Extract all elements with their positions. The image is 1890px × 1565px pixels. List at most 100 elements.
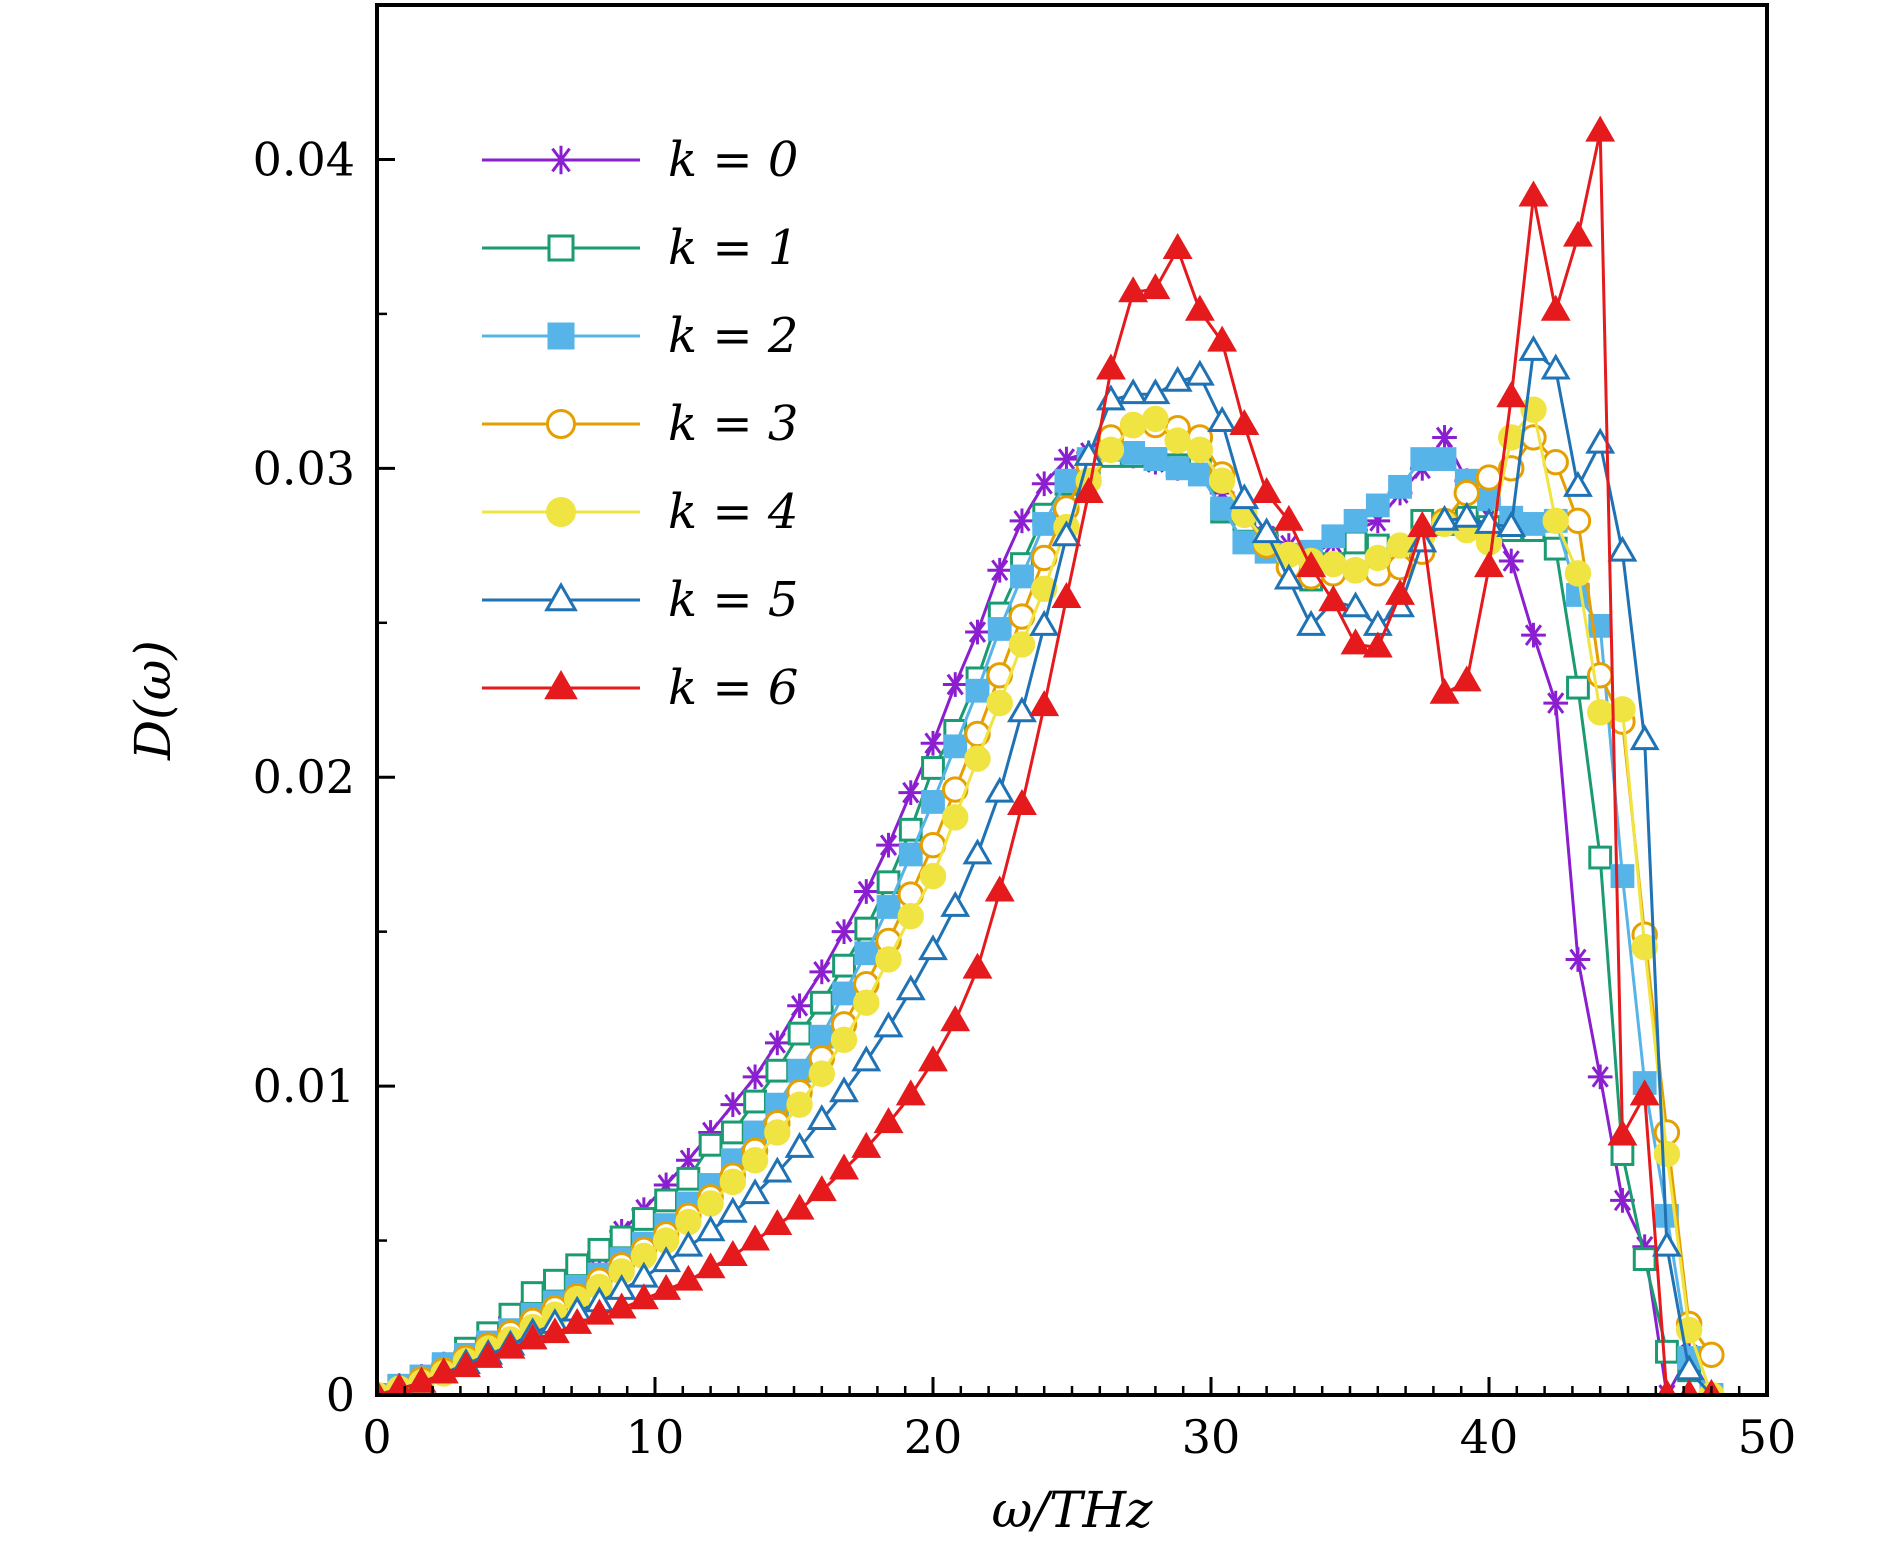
data-point-s6-50 xyxy=(1474,551,1504,578)
data-point-s0-24 xyxy=(898,780,924,806)
data-point-s6-47 xyxy=(1407,511,1438,537)
data-point-s6-42 xyxy=(1296,551,1327,578)
data-point-s1-56 xyxy=(1610,1142,1635,1166)
data-point-s4-15 xyxy=(697,1190,724,1217)
data-point-s6-19 xyxy=(784,1193,815,1220)
data-point-s6-59 xyxy=(1679,1378,1699,1395)
data-point-s4-58 xyxy=(1653,1140,1681,1168)
data-point-s6-22 xyxy=(851,1131,882,1158)
data-point-s1-10 xyxy=(587,1237,612,1262)
data-point-s0-14 xyxy=(676,1147,701,1173)
data-point-s5-58 xyxy=(1651,1230,1682,1257)
data-point-s2-24 xyxy=(898,842,923,867)
data-point-s2-47 xyxy=(1410,447,1435,471)
data-point-s6-30 xyxy=(1029,690,1060,717)
data-point-s1-13 xyxy=(654,1188,679,1213)
data-point-s5-59 xyxy=(1674,1354,1705,1381)
data-point-s2-35 xyxy=(1143,447,1168,471)
data-point-s4-17 xyxy=(741,1147,769,1174)
data-point-s6-12 xyxy=(628,1283,659,1310)
data-point-s2-39 xyxy=(1232,530,1257,555)
data-point-s6-27 xyxy=(962,952,993,979)
data-point-s5-51 xyxy=(1496,511,1527,537)
legend-label-3: k = 3 xyxy=(668,396,798,452)
data-point-s6-13 xyxy=(651,1273,682,1300)
data-point-s4-29 xyxy=(1008,631,1036,658)
data-point-s1-18 xyxy=(765,1058,790,1083)
data-point-s2-22 xyxy=(854,941,879,966)
data-point-s6-17 xyxy=(740,1224,771,1251)
data-point-s2-20 xyxy=(809,1024,834,1049)
ticks-layer xyxy=(375,157,1769,1397)
data-point-s6-9 xyxy=(562,1307,593,1334)
legend-item-2: k = 2 xyxy=(482,308,798,364)
data-point-s6-10 xyxy=(584,1298,615,1325)
data-point-s6-24 xyxy=(895,1079,926,1106)
data-point-s3-50 xyxy=(1475,464,1503,491)
data-point-s3-60 xyxy=(1698,1341,1725,1369)
data-point-s6-34 xyxy=(1118,276,1149,303)
data-point-s6-31 xyxy=(1051,582,1082,609)
data-point-s1-9 xyxy=(565,1253,590,1278)
series-5 xyxy=(377,334,1721,1395)
data-point-s5-56 xyxy=(1607,535,1638,562)
data-point-s6-6 xyxy=(495,1332,526,1359)
y-axis-title: D(ω) xyxy=(124,640,182,761)
data-point-s5-52 xyxy=(1518,334,1549,361)
data-point-s5-26 xyxy=(940,890,971,917)
data-point-s5-34 xyxy=(1118,378,1149,405)
x-tick-label-0: 0 xyxy=(362,1410,391,1464)
data-point-s6-48 xyxy=(1429,677,1460,704)
data-point-s4-38 xyxy=(1208,467,1236,494)
data-point-s4-50 xyxy=(1475,529,1503,556)
data-point-s4-46 xyxy=(1386,532,1414,559)
data-point-s0-29 xyxy=(1009,508,1035,534)
data-point-s4-23 xyxy=(875,946,902,973)
data-point-s4-25 xyxy=(919,862,947,890)
data-point-s4-20 xyxy=(808,1060,835,1087)
data-point-s6-57 xyxy=(1629,1079,1660,1106)
data-point-s6-2 xyxy=(406,1366,437,1393)
data-point-s5-30 xyxy=(1029,609,1060,636)
data-point-s6-43 xyxy=(1318,585,1349,612)
data-point-s4-14 xyxy=(675,1208,702,1236)
legend-item-6: k = 6 xyxy=(482,660,798,716)
plot-frame xyxy=(375,3,1769,1397)
data-point-s4-57 xyxy=(1631,933,1658,961)
data-point-s5-12 xyxy=(628,1261,659,1288)
data-point-s4-43 xyxy=(1320,550,1347,578)
data-point-s1-19 xyxy=(787,1021,812,1046)
data-point-s1-44 xyxy=(1343,530,1368,555)
x-tick-label-5: 50 xyxy=(1738,1410,1797,1464)
data-point-s4-56 xyxy=(1609,696,1636,723)
data-point-s4-51 xyxy=(1498,424,1525,451)
data-point-s0-31 xyxy=(1054,446,1079,472)
data-point-s0-26 xyxy=(942,672,968,697)
data-point-s5-20 xyxy=(806,1104,837,1131)
data-point-s5-13 xyxy=(651,1246,682,1273)
data-point-s5-22 xyxy=(851,1045,882,1072)
data-point-s5-36 xyxy=(1162,365,1193,392)
data-point-s6-20 xyxy=(806,1175,837,1202)
data-point-s6-51 xyxy=(1496,381,1527,408)
data-point-s2-23 xyxy=(876,895,901,919)
data-point-s6-41 xyxy=(1273,504,1304,531)
data-point-s2-26 xyxy=(943,734,968,759)
data-point-s1-20 xyxy=(809,990,834,1015)
data-point-s4-16 xyxy=(719,1168,747,1196)
data-point-s4-36 xyxy=(1164,427,1191,454)
legend-item-0: k = 0 xyxy=(482,132,798,188)
data-point-s2-43 xyxy=(1321,524,1346,549)
data-point-s2-36 xyxy=(1165,456,1190,481)
y-tick-label-2: 0.02 xyxy=(253,750,355,804)
series-layer xyxy=(377,115,1725,1395)
data-point-s4-24 xyxy=(897,903,924,930)
data-point-s5-24 xyxy=(895,974,926,1001)
data-point-s5-25 xyxy=(918,934,948,961)
data-point-s0-55 xyxy=(1587,1064,1613,1090)
data-point-s5-41 xyxy=(1273,563,1304,590)
data-point-s5-42 xyxy=(1296,609,1327,636)
series-line-6 xyxy=(377,130,1712,1395)
data-point-s6-44 xyxy=(1340,628,1371,655)
series-6 xyxy=(377,115,1721,1395)
